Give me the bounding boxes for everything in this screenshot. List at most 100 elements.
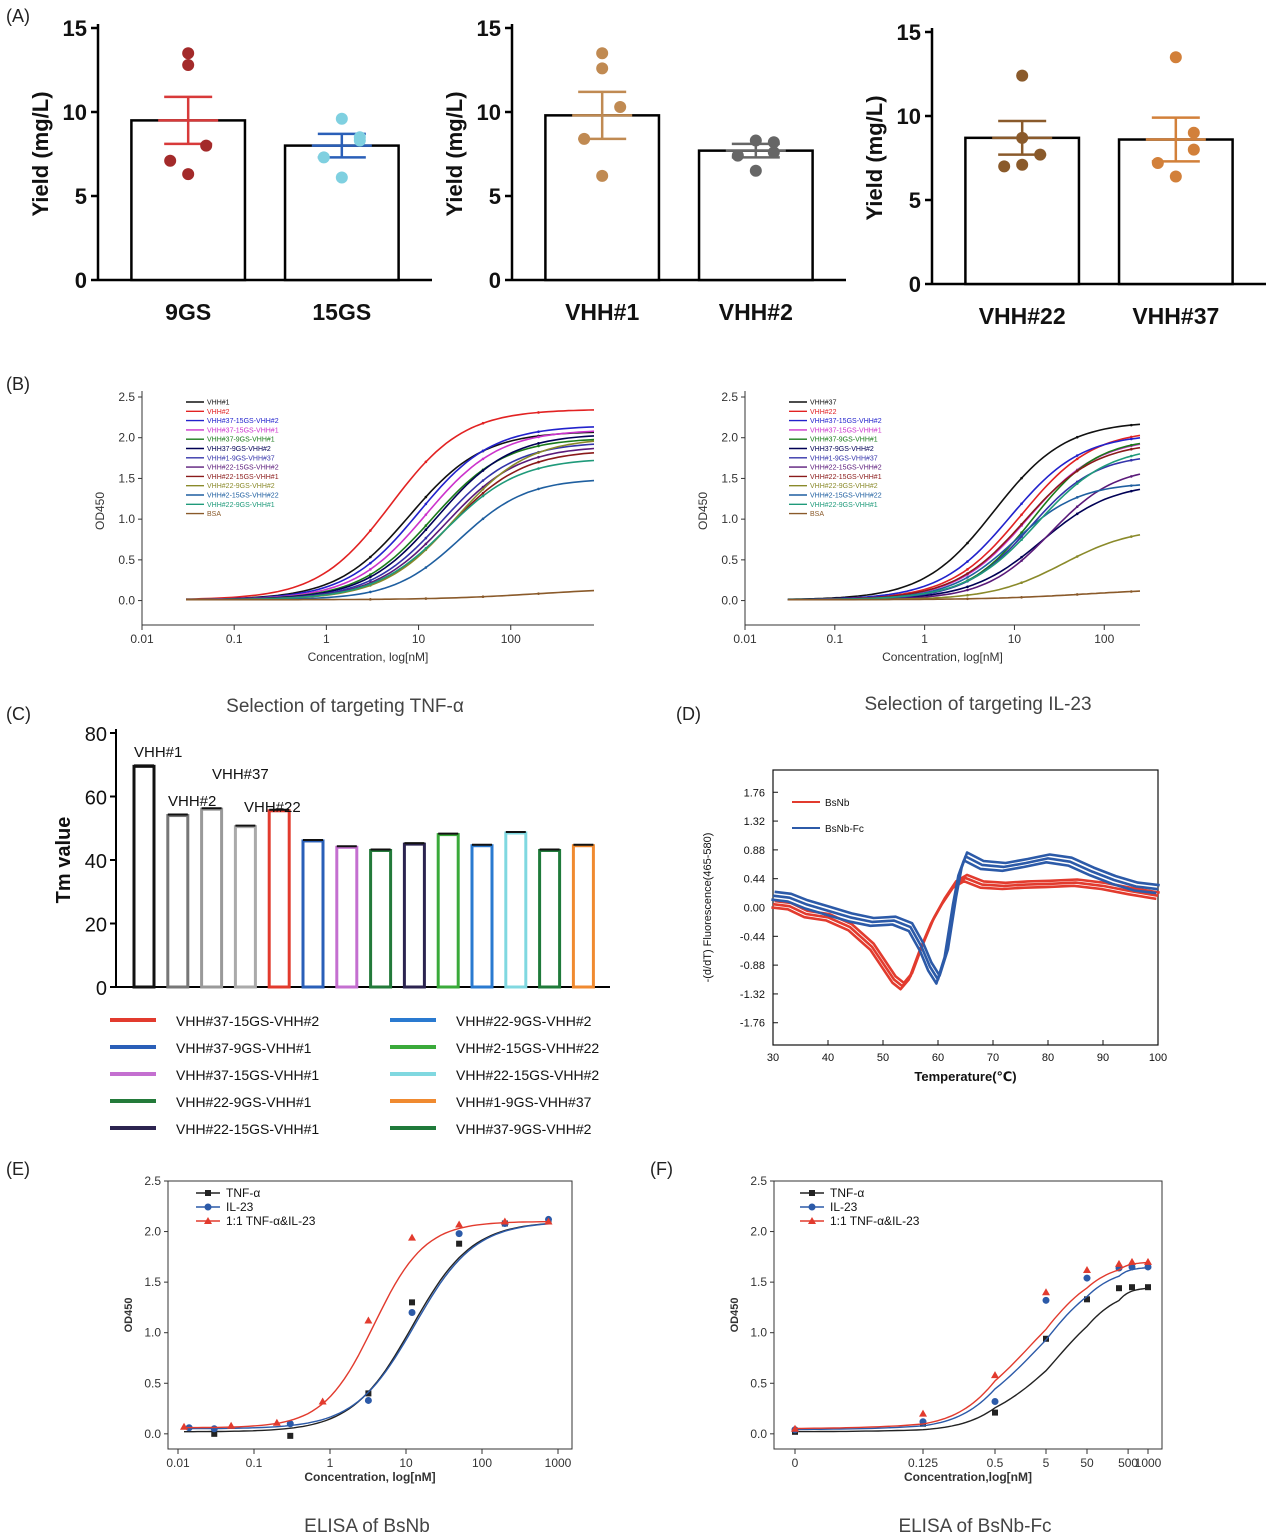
legend-label: VHH#22-9GS-VHH#1	[810, 502, 878, 509]
data-point	[1129, 1284, 1135, 1291]
series-curve	[795, 1287, 1149, 1433]
x-tick-label: 5	[1043, 1456, 1050, 1470]
series-point	[1129, 590, 1133, 593]
y-tick-label: 0.5	[750, 1376, 767, 1390]
series-point	[424, 495, 428, 499]
series-point	[481, 457, 485, 461]
data-point	[364, 1396, 372, 1404]
y-axis-label: Tm value	[53, 817, 75, 904]
legend-label: VHH#22	[810, 409, 837, 416]
data-point	[1116, 1285, 1122, 1292]
x-tick-label: 1000	[1135, 1456, 1162, 1470]
data-point	[1169, 51, 1182, 64]
series-point	[369, 555, 372, 559]
y-tick-label: 0.00	[744, 903, 765, 915]
series-point	[1075, 457, 1079, 461]
series-point	[424, 524, 428, 527]
x-tick-label: 500	[1118, 1456, 1138, 1470]
x-tick-label: 100	[472, 1456, 492, 1470]
data-point	[731, 149, 744, 162]
legend-label: BSA	[207, 511, 221, 518]
series-point	[537, 487, 540, 491]
y-axis-label: Yield (mg/L)	[862, 95, 887, 220]
data-point	[992, 1409, 998, 1416]
y-tick-label: 10	[897, 104, 921, 129]
series-curve	[795, 1261, 1149, 1430]
series-point	[369, 561, 372, 565]
chart-c-tm-values: 0 20 40 60 80 Tm value VHH#1 VHH#2 VHH#37 VHH#22 V…	[53, 724, 610, 1137]
series-point	[1020, 533, 1023, 537]
data-point	[791, 1424, 799, 1432]
data-point	[991, 1371, 999, 1379]
x-tick-label: 100	[1149, 1052, 1167, 1064]
data-point	[500, 1217, 509, 1225]
series-point	[1129, 489, 1133, 493]
bar	[132, 764, 156, 989]
series-point	[537, 430, 540, 434]
x-tick-label: 15GS	[312, 299, 371, 325]
series-point	[369, 598, 372, 601]
x-tick-label: 0.01	[130, 632, 154, 646]
legend-label: TNF-α	[226, 1186, 260, 1200]
series-curve	[787, 534, 1141, 601]
data-point	[227, 1421, 236, 1429]
series-point	[424, 597, 428, 600]
legend-label: VHH#22-15GS-VHH#1	[176, 1121, 319, 1137]
x-axis-label: Concentration, log[nM]	[308, 650, 429, 664]
y-axis-label: OD450	[729, 1298, 741, 1333]
caption-f: ELISA of BsNb-Fc	[898, 1516, 1051, 1537]
legend-label: VHH#2-15GS-VHH#22	[456, 1040, 599, 1056]
data-point	[998, 160, 1011, 173]
data-point	[1083, 1265, 1091, 1273]
x-tick-label: 80	[1042, 1052, 1054, 1064]
series-curve	[794, 1267, 1149, 1431]
series-point	[537, 455, 540, 459]
y-tick-label: 5	[489, 184, 501, 209]
series-point	[481, 469, 485, 472]
data-point	[335, 112, 348, 125]
data-point	[1128, 1257, 1136, 1265]
series-point	[424, 502, 428, 506]
x-tick-label: 30	[767, 1052, 779, 1064]
y-tick-label: 0.88	[744, 845, 765, 857]
y-tick-label: 1.5	[750, 1275, 767, 1289]
series-point	[966, 597, 969, 601]
series-point	[1020, 559, 1023, 562]
series-point	[369, 590, 372, 594]
data-point	[272, 1418, 281, 1426]
series-point	[424, 542, 428, 546]
series-curve	[774, 873, 1160, 985]
data-point	[991, 1397, 999, 1405]
x-tick-label: 9GS	[165, 299, 211, 325]
data-point	[1042, 1288, 1050, 1296]
series-point	[1020, 555, 1023, 559]
series-point	[1075, 593, 1079, 596]
x-tick-label: 50	[1080, 1456, 1094, 1470]
legend-label: VHH#1-9GS-VHH#37	[810, 455, 878, 462]
legend-label: VHH#22-9GS-VHH#1	[207, 502, 275, 509]
caption-b-right: Selection of targeting IL-23	[864, 694, 1091, 715]
data-point	[767, 136, 780, 149]
y-tick-label: 5	[909, 188, 921, 213]
data-point	[287, 1432, 294, 1439]
x-tick-label: 10	[1008, 632, 1022, 646]
data-point	[1042, 1296, 1050, 1304]
y-tick-label: 0	[96, 978, 107, 1000]
x-tick-label: 70	[987, 1052, 999, 1064]
legend-label: VHH#22-15GS-VHH#2	[456, 1067, 599, 1083]
legend-label: IL-23	[830, 1200, 858, 1214]
series-point	[481, 487, 485, 491]
series-point	[481, 449, 485, 453]
panel-label-d: (D)	[676, 704, 701, 724]
y-tick-label: 0.0	[144, 1427, 161, 1441]
series-point	[537, 460, 540, 464]
data-point	[455, 1230, 463, 1238]
series-point	[369, 573, 372, 576]
bar	[301, 839, 325, 989]
legend-label: TNF-α	[830, 1186, 864, 1200]
data-point	[286, 1420, 294, 1428]
y-axis-label: Yield (mg/L)	[28, 91, 53, 216]
data-point	[1187, 143, 1200, 156]
bar	[544, 114, 661, 282]
series-point	[424, 528, 428, 532]
